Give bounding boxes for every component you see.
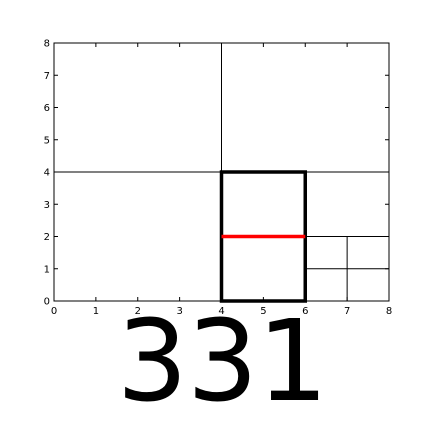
x-tick-label: 2 xyxy=(135,306,141,317)
y-tick-label: 6 xyxy=(44,103,50,114)
x-tick-label: 6 xyxy=(302,306,308,317)
y-tick-label: 5 xyxy=(44,135,50,146)
x-tick-label: 1 xyxy=(93,306,99,317)
large-number-caption: 331 xyxy=(116,297,329,427)
y-axis-ticks: 0 1 2 3 4 5 6 7 8 xyxy=(44,39,389,308)
x-axis-ticks: 0 1 2 3 4 5 6 7 8 xyxy=(51,43,392,317)
x-tick-label: 5 xyxy=(260,306,266,317)
x-tick-label: 0 xyxy=(51,306,57,317)
y-tick-label: 0 xyxy=(44,297,50,308)
y-tick-label: 8 xyxy=(44,39,50,50)
y-tick-label: 3 xyxy=(44,200,50,211)
x-tick-label: 3 xyxy=(176,306,182,317)
y-tick-label: 7 xyxy=(44,71,50,82)
y-tick-label: 2 xyxy=(44,232,50,243)
x-tick-label: 4 xyxy=(218,306,224,317)
x-tick-label: 7 xyxy=(344,306,350,317)
x-tick-label: 8 xyxy=(386,306,392,317)
y-tick-label: 1 xyxy=(44,264,50,275)
y-tick-label: 4 xyxy=(44,168,50,179)
